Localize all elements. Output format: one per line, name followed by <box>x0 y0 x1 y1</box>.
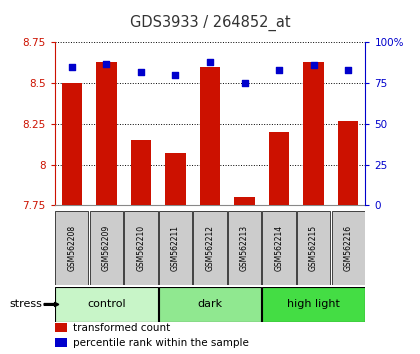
Bar <box>55 287 158 322</box>
Text: control: control <box>87 299 126 309</box>
Text: GSM562216: GSM562216 <box>344 225 353 271</box>
Bar <box>194 211 226 285</box>
Point <box>103 61 110 67</box>
Point <box>172 72 179 78</box>
Bar <box>303 62 324 205</box>
Point <box>241 80 248 86</box>
Bar <box>269 132 289 205</box>
Point <box>138 69 144 75</box>
Point <box>68 64 75 70</box>
Text: dark: dark <box>197 299 223 309</box>
Point <box>276 67 282 73</box>
Bar <box>228 211 261 285</box>
Bar <box>55 338 67 347</box>
Text: GSM562211: GSM562211 <box>171 225 180 271</box>
Text: percentile rank within the sample: percentile rank within the sample <box>73 338 249 348</box>
Text: GSM562210: GSM562210 <box>136 225 145 271</box>
Point <box>207 59 213 65</box>
Bar <box>159 211 192 285</box>
Text: transformed count: transformed count <box>73 323 171 333</box>
Text: stress: stress <box>9 299 42 309</box>
Bar <box>297 211 330 285</box>
Point <box>345 67 352 73</box>
Bar <box>165 153 186 205</box>
Bar <box>262 287 365 322</box>
Bar <box>338 121 359 205</box>
Bar <box>90 211 123 285</box>
Text: high light: high light <box>287 299 340 309</box>
Text: GSM562214: GSM562214 <box>275 225 284 271</box>
Bar <box>96 62 117 205</box>
Point <box>310 62 317 68</box>
Bar <box>234 197 255 205</box>
Bar <box>124 211 158 285</box>
Bar <box>262 211 296 285</box>
Bar <box>131 140 151 205</box>
Bar <box>200 67 221 205</box>
Text: GSM562212: GSM562212 <box>205 225 215 271</box>
Bar <box>55 323 67 331</box>
Text: GSM562209: GSM562209 <box>102 225 111 271</box>
Bar <box>159 287 261 322</box>
Text: GSM562215: GSM562215 <box>309 225 318 271</box>
Bar <box>61 83 82 205</box>
Text: GSM562208: GSM562208 <box>67 225 76 271</box>
Text: GSM562213: GSM562213 <box>240 225 249 271</box>
Text: GDS3933 / 264852_at: GDS3933 / 264852_at <box>130 15 290 31</box>
Bar <box>55 211 89 285</box>
Bar <box>331 211 365 285</box>
